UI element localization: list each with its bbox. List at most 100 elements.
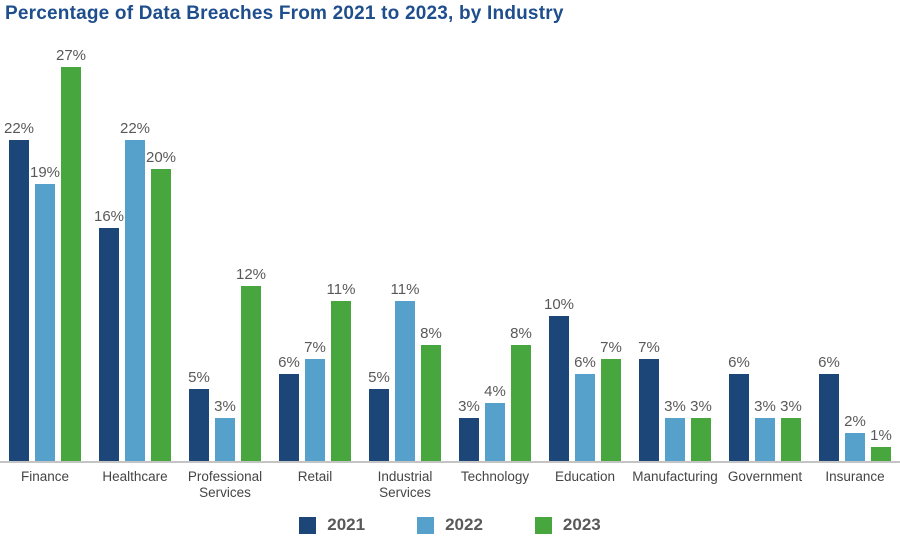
value-label: 6% bbox=[728, 353, 750, 371]
bar-slot: 6% bbox=[278, 353, 300, 462]
value-label: 3% bbox=[690, 397, 712, 415]
value-label: 7% bbox=[304, 338, 326, 356]
bar-2022 bbox=[395, 301, 415, 462]
value-label: 5% bbox=[188, 368, 210, 386]
value-label: 27% bbox=[55, 46, 87, 64]
value-label: 22% bbox=[3, 119, 35, 137]
bar-group-industrial-services: 5% 11% 8% bbox=[360, 281, 450, 462]
bar-slot: 7% bbox=[600, 338, 622, 462]
bar-slot: 3% bbox=[754, 397, 776, 462]
bar-group-technology: 3% 4% 8% bbox=[450, 324, 540, 462]
bar-slot: 27% bbox=[56, 47, 86, 462]
x-axis-label: Technology bbox=[460, 469, 530, 484]
bar-2022 bbox=[125, 140, 145, 462]
value-label: 5% bbox=[368, 368, 390, 386]
value-label: 8% bbox=[510, 324, 532, 342]
x-axis-label: Industrial Services bbox=[377, 469, 433, 501]
bar-2021 bbox=[549, 316, 569, 462]
bar-slot: 7% bbox=[638, 339, 660, 462]
bar-slot: 6% bbox=[574, 353, 596, 462]
bar-2021 bbox=[279, 374, 299, 462]
value-label: 7% bbox=[600, 338, 622, 356]
value-label: 3% bbox=[214, 397, 236, 415]
x-axis-label: Professional Services bbox=[187, 469, 263, 501]
value-label: 20% bbox=[145, 148, 177, 166]
x-axis-label: Education bbox=[554, 469, 616, 484]
bar-group-professional-services: 5% 3% 12% bbox=[180, 266, 270, 462]
legend-swatch-icon bbox=[534, 516, 552, 534]
legend: 2021 2022 2023 bbox=[0, 515, 900, 535]
legend-swatch-icon bbox=[417, 516, 435, 534]
x-axis-line bbox=[0, 461, 900, 463]
bar-slot: 1% bbox=[870, 426, 892, 462]
bar-slot: 8% bbox=[420, 324, 442, 462]
value-label: 6% bbox=[818, 353, 840, 371]
bar-slot: 3% bbox=[214, 397, 236, 462]
bar-slot: 5% bbox=[188, 368, 210, 462]
bar-2023 bbox=[61, 67, 81, 462]
bar-slot: 3% bbox=[458, 397, 480, 462]
bar-2022 bbox=[665, 418, 685, 462]
x-axis-label: Insurance bbox=[825, 469, 885, 484]
legend-label: 2023 bbox=[562, 515, 601, 534]
bar-2023 bbox=[781, 418, 801, 462]
legend-item-2023: 2023 bbox=[534, 515, 601, 535]
value-label: 8% bbox=[420, 324, 442, 342]
bar-group-finance: 22% 19% 27% bbox=[0, 47, 90, 462]
bar-group-retail: 6% 7% 11% bbox=[270, 281, 360, 462]
bar-2023 bbox=[421, 345, 441, 462]
legend-item-2022: 2022 bbox=[417, 515, 483, 535]
bar-2022 bbox=[575, 374, 595, 462]
value-label: 19% bbox=[29, 163, 61, 181]
x-axis-labels: Finance Healthcare Professional Services Re… bbox=[0, 469, 900, 501]
bar-2022 bbox=[215, 418, 235, 462]
bar-2021 bbox=[189, 389, 209, 462]
value-label: 12% bbox=[235, 265, 267, 283]
value-label: 3% bbox=[664, 397, 686, 415]
value-label: 11% bbox=[326, 280, 356, 298]
value-label: 2% bbox=[844, 412, 866, 430]
bar-slot: 7% bbox=[304, 338, 326, 462]
bar-2023 bbox=[601, 359, 621, 462]
bar-2023 bbox=[331, 301, 351, 462]
bar-slot: 11% bbox=[391, 281, 419, 462]
bar-slot: 2% bbox=[844, 412, 866, 462]
bar-slot: 8% bbox=[510, 324, 532, 462]
value-label: 1% bbox=[870, 426, 892, 444]
value-label: 11% bbox=[390, 280, 420, 298]
bar-2023 bbox=[871, 447, 891, 462]
bar-2021 bbox=[459, 418, 479, 462]
value-label: 16% bbox=[93, 207, 125, 225]
bar-2021 bbox=[729, 374, 749, 462]
bar-slot: 22% bbox=[120, 120, 150, 462]
bar-groups: 22% 19% 27% 16% 22% 20% 5% 3% 12% 6% 7% 11% 5% 11% 8% 3… bbox=[0, 30, 900, 462]
x-axis-label: Finance bbox=[20, 469, 70, 484]
bar-slot: 12% bbox=[236, 266, 266, 462]
legend-item-2021: 2021 bbox=[299, 515, 365, 535]
legend-swatch-icon bbox=[299, 516, 317, 534]
value-label: 3% bbox=[458, 397, 480, 415]
bar-slot: 20% bbox=[146, 149, 176, 462]
bar-group-healthcare: 16% 22% 20% bbox=[90, 120, 180, 462]
bar-2022 bbox=[485, 403, 505, 462]
value-label: 6% bbox=[574, 353, 596, 371]
bar-2023 bbox=[241, 286, 261, 462]
legend-label: 2022 bbox=[445, 515, 483, 534]
bar-slot: 3% bbox=[690, 397, 712, 462]
bar-2021 bbox=[819, 374, 839, 462]
bar-group-education: 10% 6% 7% bbox=[540, 296, 630, 462]
value-label: 6% bbox=[278, 353, 300, 371]
bar-2023 bbox=[151, 169, 171, 462]
bar-slot: 11% bbox=[327, 281, 355, 462]
bar-slot: 19% bbox=[30, 164, 60, 462]
value-label: 3% bbox=[754, 397, 776, 415]
bar-2022 bbox=[35, 184, 55, 462]
bar-slot: 4% bbox=[484, 383, 506, 462]
value-label: 22% bbox=[119, 119, 151, 137]
bar-group-manufacturing: 7% 3% 3% bbox=[630, 339, 720, 462]
bar-group-government: 6% 3% 3% bbox=[720, 353, 810, 462]
bar-slot: 22% bbox=[4, 120, 34, 462]
legend-label: 2021 bbox=[327, 515, 366, 534]
bar-group-insurance: 6% 2% 1% bbox=[810, 353, 900, 462]
value-label: 3% bbox=[780, 397, 802, 415]
